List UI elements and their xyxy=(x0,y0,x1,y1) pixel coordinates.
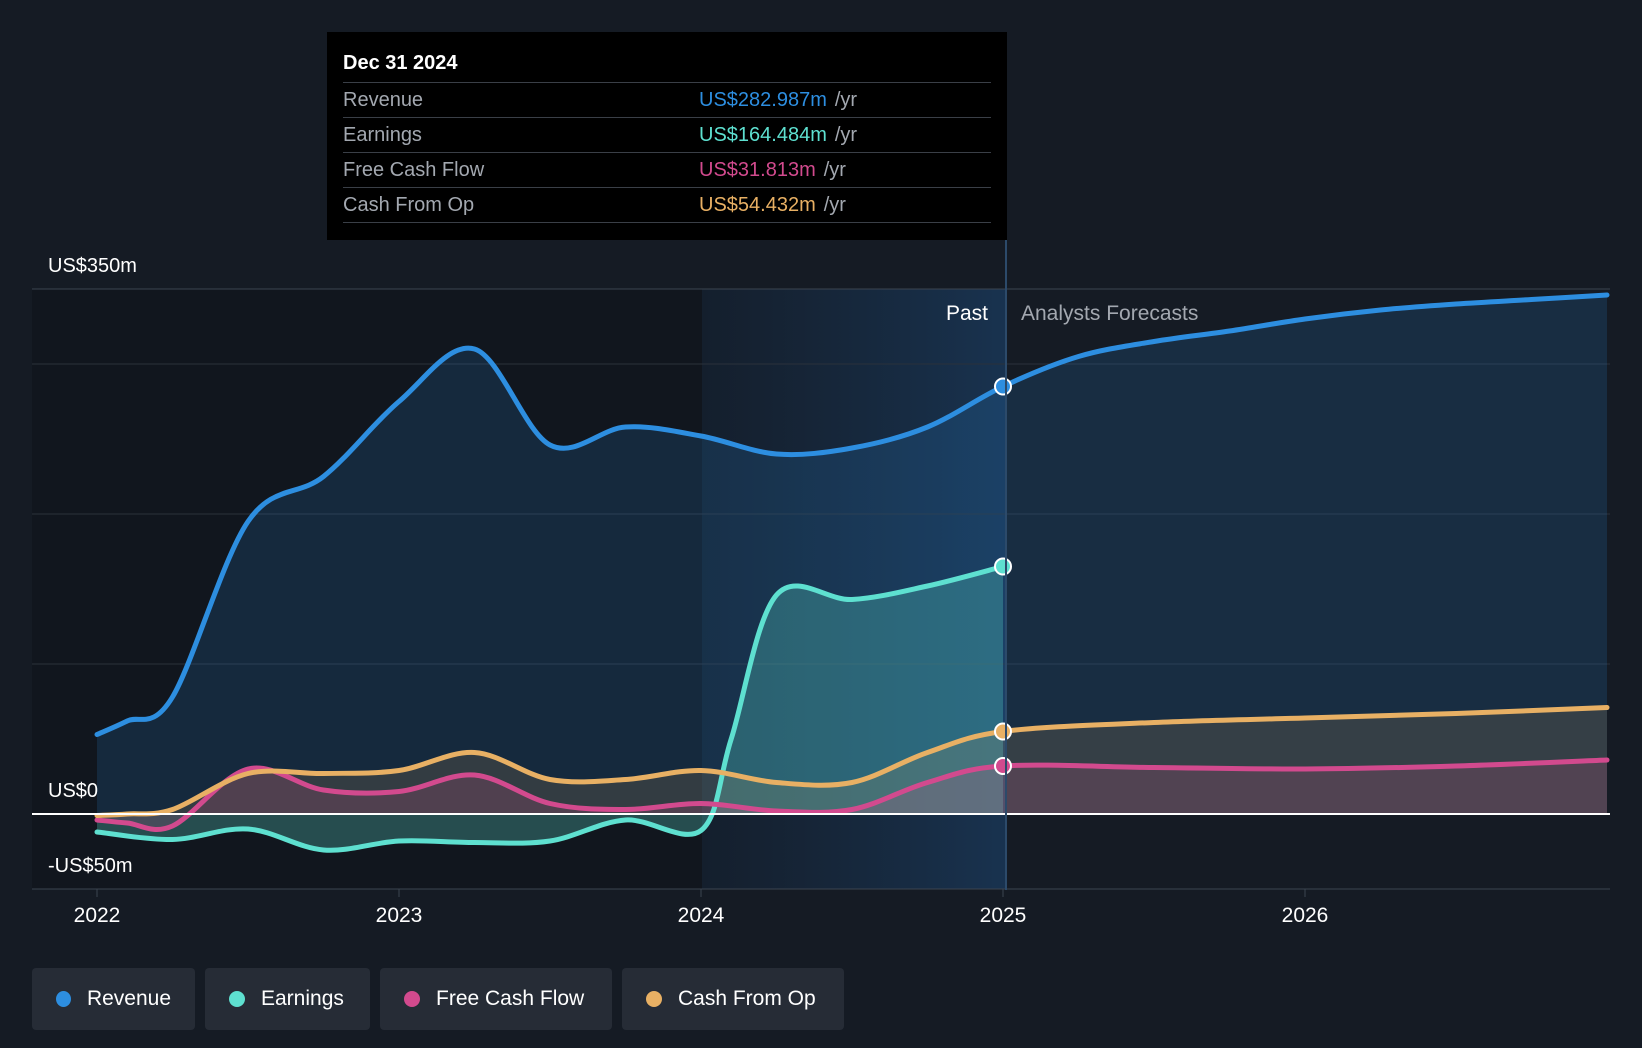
y-label-bottom: -US$50m xyxy=(48,855,132,877)
revenue-marker[interactable] xyxy=(994,377,1012,396)
y-label-top: US$350m xyxy=(48,255,137,277)
tooltip-unit: /yr xyxy=(834,89,858,111)
legend-label: Earnings xyxy=(261,987,344,1010)
tooltip-label: Free Cash Flow xyxy=(343,159,485,181)
legend-label: Revenue xyxy=(86,987,171,1010)
tooltip-unit: /yr xyxy=(823,194,846,216)
legend: Revenue Earnings Free Cash Flow Cash Fro… xyxy=(32,968,844,1030)
tooltip-unit: /yr xyxy=(834,124,858,146)
legend-dot-icon xyxy=(56,991,71,1007)
y-label-zero: US$0 xyxy=(48,780,98,802)
past-highlight-region xyxy=(702,289,1007,889)
legend-item-revenue[interactable]: Revenue xyxy=(32,968,195,1030)
cash-from-op-line xyxy=(94,705,1610,818)
tooltip-row-free-cash-flow: Free Cash Flow US$31.813m /yr xyxy=(343,153,991,188)
x-tick-label: 2022 xyxy=(74,904,121,927)
x-tick-label: 2025 xyxy=(980,904,1027,927)
tooltip-row-cash-from-op: Cash From Op US$54.432m /yr xyxy=(343,188,991,223)
tooltip-value: US$282.987m xyxy=(699,89,827,111)
legend-item-cash-from-op[interactable]: Cash From Op xyxy=(622,968,844,1030)
tooltip-unit: /yr xyxy=(823,159,846,181)
chart-area: Past Analysts Forecasts US$350m US$0 -US… xyxy=(32,240,1610,927)
tooltip-row-revenue: Revenue US$282.987m /yr xyxy=(343,83,991,118)
revenue-area xyxy=(97,295,1607,814)
earnings-marker[interactable] xyxy=(994,557,1012,576)
tooltip-value: US$164.484m xyxy=(699,124,827,146)
tooltip: Dec 31 2024 Revenue US$282.987m /yr Earn… xyxy=(327,32,1007,240)
free-cash-flow-marker[interactable] xyxy=(994,757,1012,775)
free-cash-flow-line xyxy=(94,757,1610,832)
legend-dot-icon xyxy=(646,991,662,1007)
tooltip-label: Earnings xyxy=(343,124,422,146)
tooltip-label: Revenue xyxy=(343,89,424,111)
x-tick-label: 2026 xyxy=(1282,904,1329,927)
legend-label: Free Cash Flow xyxy=(436,987,585,1010)
forecast-label: Analysts Forecasts xyxy=(1021,302,1198,325)
tooltip-value: US$54.432m xyxy=(699,194,816,216)
tooltip-label: Cash From Op xyxy=(343,194,475,216)
legend-item-free-cash-flow[interactable]: Free Cash Flow xyxy=(380,968,612,1030)
earnings-line xyxy=(94,564,1006,853)
cash-from-op-marker[interactable] xyxy=(994,722,1012,741)
revenue-line xyxy=(94,292,1610,737)
x-tick-label: 2024 xyxy=(678,904,725,927)
cash-from-op-area xyxy=(97,707,1607,816)
tooltip-row-earnings: Earnings US$164.484m /yr xyxy=(343,118,991,153)
tooltip-date: Dec 31 2024 xyxy=(343,46,991,83)
legend-dot-icon xyxy=(229,991,245,1007)
earnings-area xyxy=(97,566,1003,851)
legend-item-earnings[interactable]: Earnings xyxy=(205,968,370,1030)
legend-dot-icon xyxy=(404,991,420,1007)
past-label: Past xyxy=(946,302,988,325)
tooltip-value: US$31.813m xyxy=(699,159,816,181)
x-tick-label: 2023 xyxy=(376,904,423,927)
legend-label: Cash From Op xyxy=(678,987,816,1010)
